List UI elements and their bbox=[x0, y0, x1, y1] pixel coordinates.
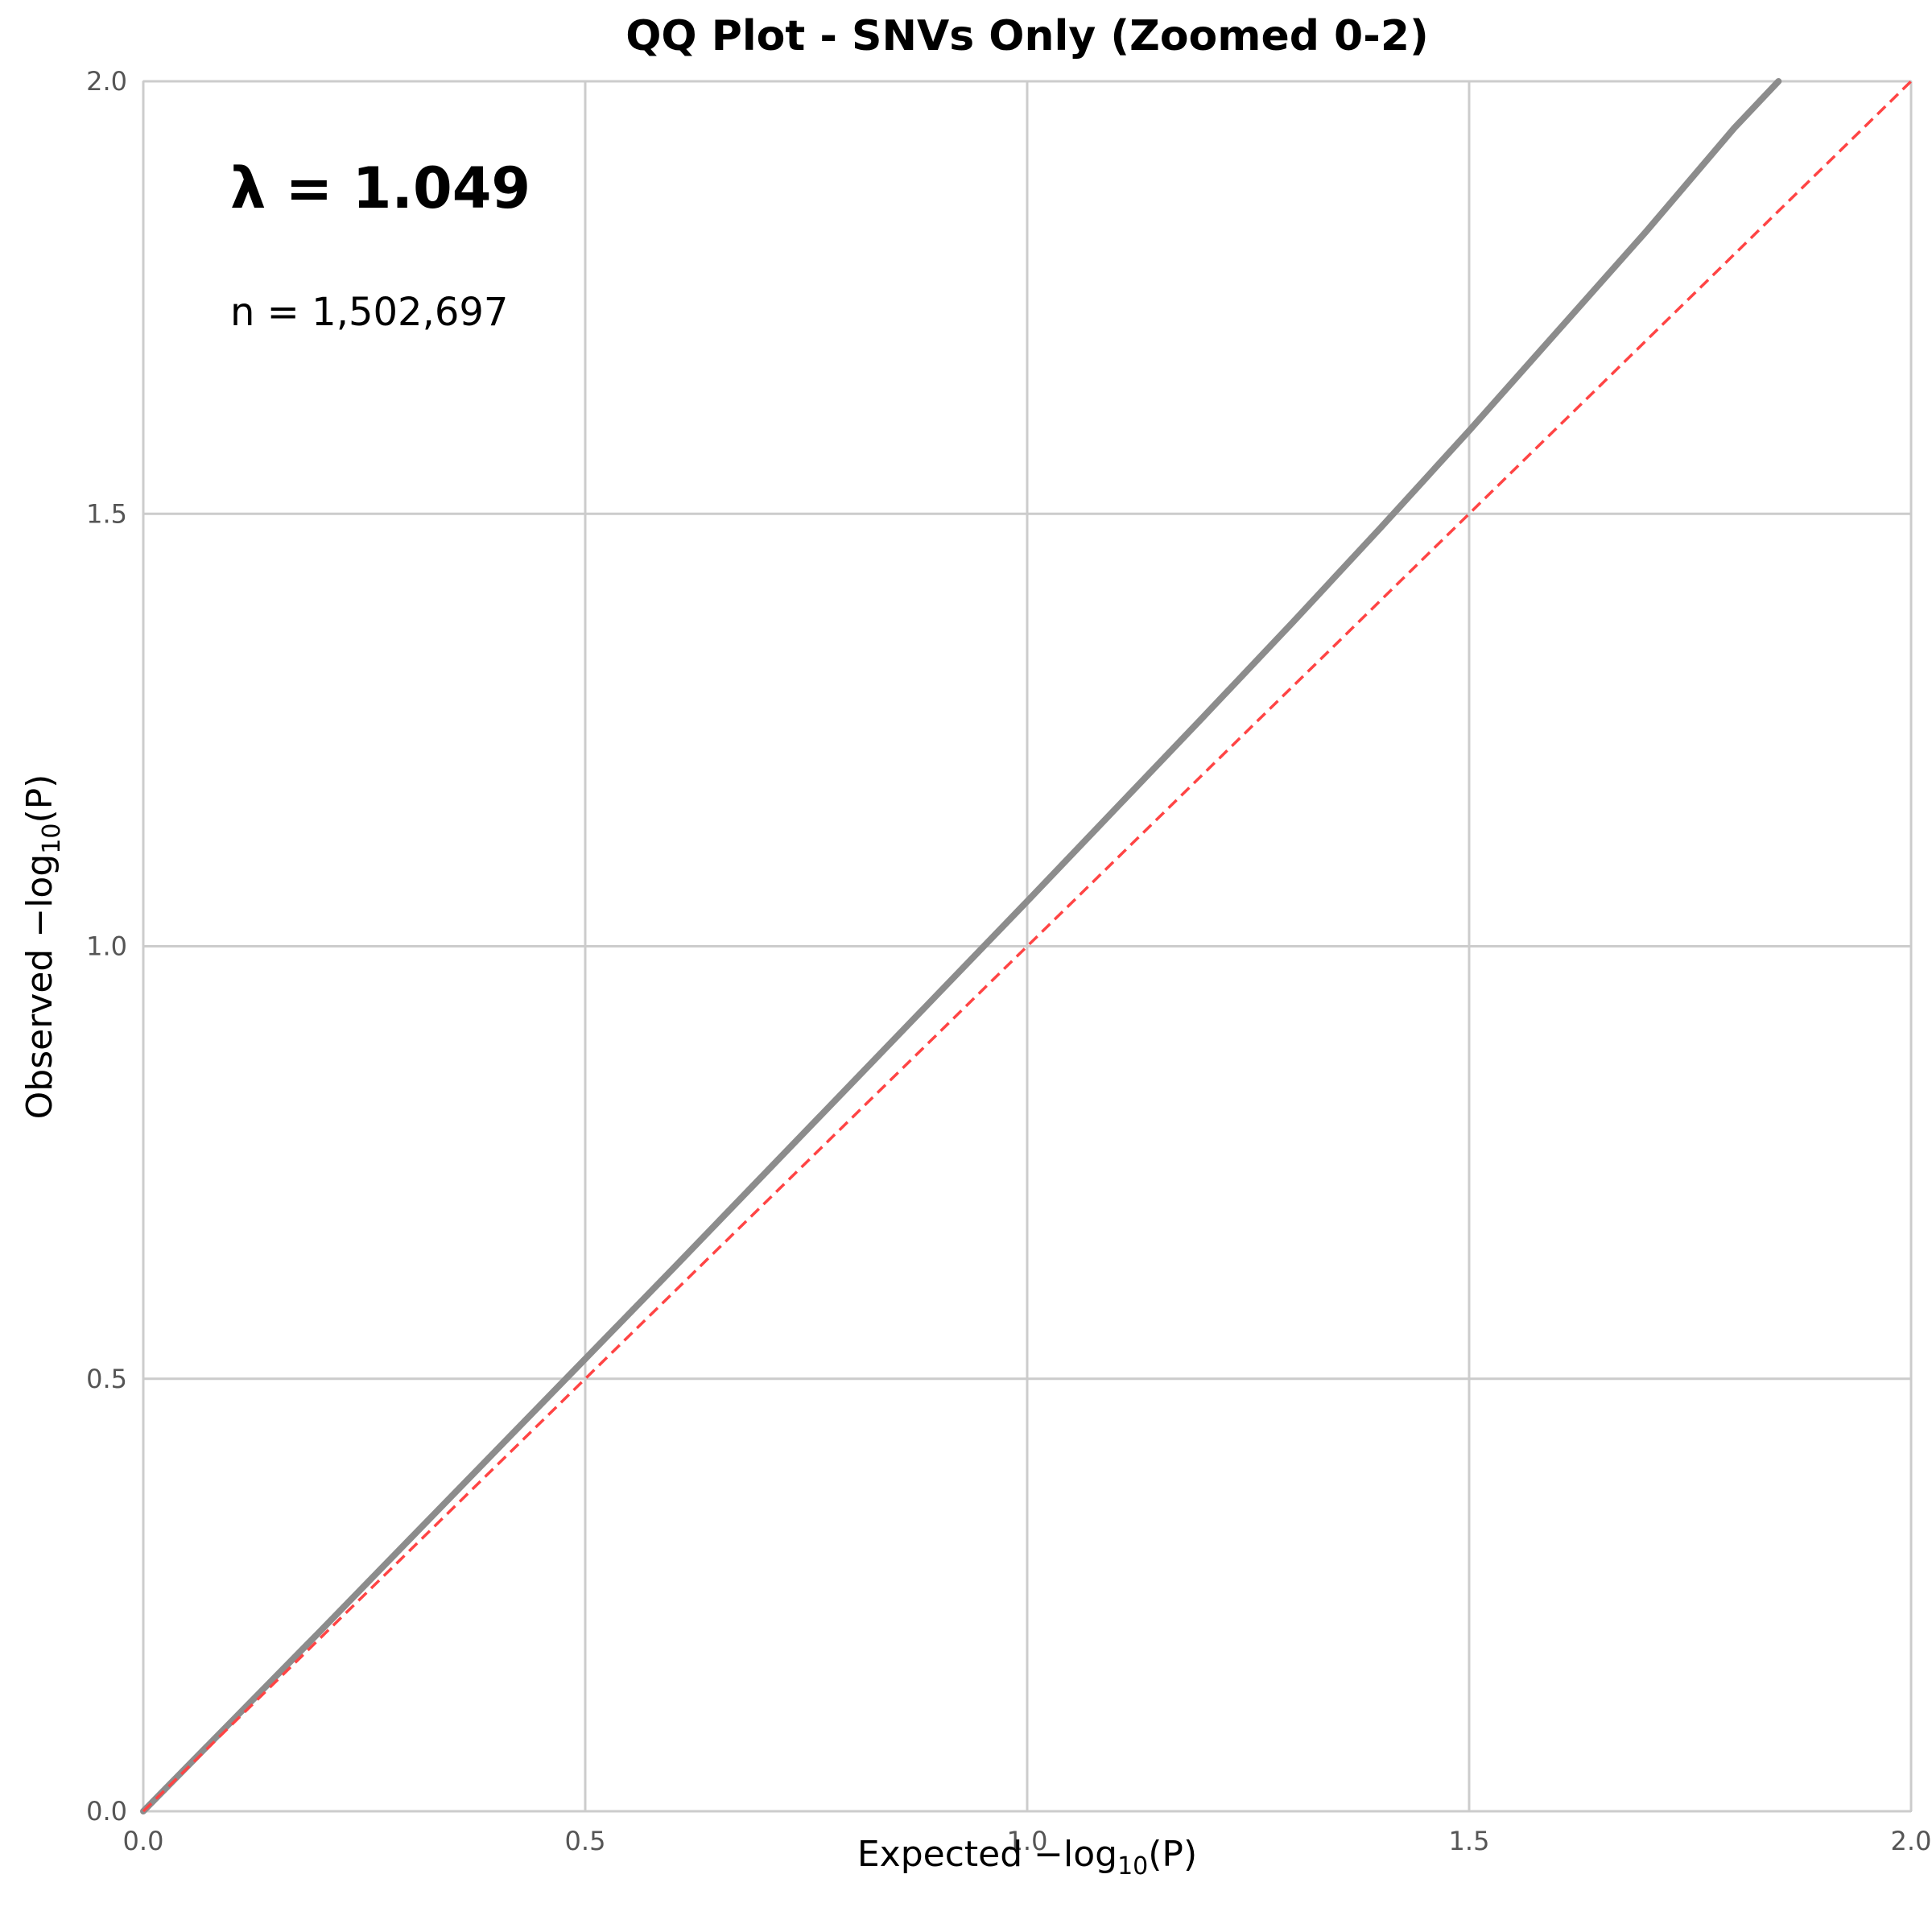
y-tick-label: 1.5 bbox=[86, 498, 127, 529]
null-expectation-line bbox=[142, 80, 1913, 1813]
sample-size-annotation: n = 1,502,697 bbox=[230, 290, 508, 335]
x-axis-label: Expected −log10(P) bbox=[857, 1834, 1197, 1880]
y-axis-label-variable: (P) bbox=[19, 774, 60, 824]
x-axis-label-subscript: 10 bbox=[1117, 1852, 1148, 1880]
tick-labels: 0.0 0.5 1.0 1.5 2.0 0.0 0.5 1.0 1.5 2.0 bbox=[86, 66, 1931, 1856]
x-tick-label: 0.5 bbox=[565, 1826, 606, 1856]
y-tick-label: 0.0 bbox=[86, 1796, 127, 1827]
grid-lines bbox=[142, 80, 1913, 1813]
x-tick-label: 2.0 bbox=[1891, 1826, 1932, 1856]
y-axis-label-main: Observed −log bbox=[19, 854, 60, 1120]
series-layer bbox=[140, 78, 1913, 1814]
x-axis-label-variable: (P) bbox=[1148, 1834, 1197, 1875]
y-tick-label: 0.5 bbox=[86, 1364, 127, 1394]
x-tick-label: 1.5 bbox=[1449, 1826, 1490, 1856]
lambda-annotation: λ = 1.049 bbox=[230, 155, 530, 221]
x-tick-label: 1.0 bbox=[1007, 1826, 1048, 1856]
y-tick-label: 1.0 bbox=[86, 931, 127, 962]
y-axis-label-subscript: 10 bbox=[38, 824, 66, 854]
chart-title: QQ Plot - SNVs Only (Zoomed 0-2) bbox=[625, 12, 1429, 60]
y-tick-label: 2.0 bbox=[86, 66, 127, 97]
observed-qq-line bbox=[140, 78, 1782, 1814]
x-axis-label-main: Expected −log bbox=[857, 1834, 1117, 1875]
y-axis-label: Observed −log10(P) bbox=[19, 774, 66, 1120]
x-tick-label: 0.0 bbox=[123, 1826, 164, 1856]
